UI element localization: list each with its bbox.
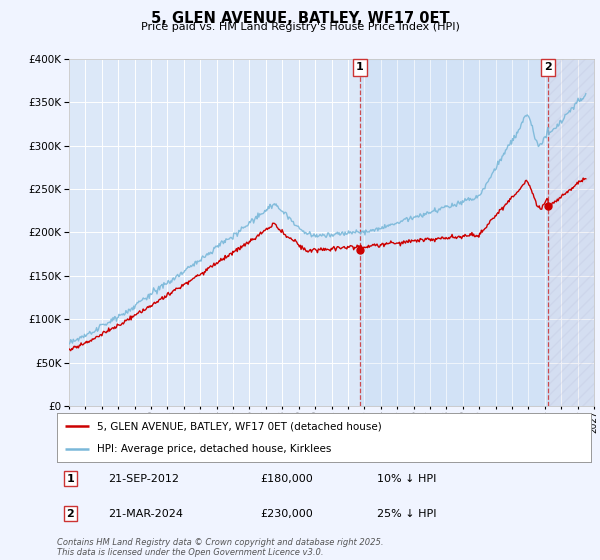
Text: £230,000: £230,000 bbox=[260, 508, 313, 519]
Text: 5, GLEN AVENUE, BATLEY, WF17 0ET: 5, GLEN AVENUE, BATLEY, WF17 0ET bbox=[151, 11, 449, 26]
Text: Contains HM Land Registry data © Crown copyright and database right 2025.
This d: Contains HM Land Registry data © Crown c… bbox=[57, 538, 383, 557]
Text: HPI: Average price, detached house, Kirklees: HPI: Average price, detached house, Kirk… bbox=[97, 444, 331, 454]
Text: 2: 2 bbox=[545, 63, 552, 72]
Text: 21-MAR-2024: 21-MAR-2024 bbox=[108, 508, 183, 519]
Text: 21-SEP-2012: 21-SEP-2012 bbox=[108, 474, 179, 484]
Text: 25% ↓ HPI: 25% ↓ HPI bbox=[377, 508, 437, 519]
Text: Price paid vs. HM Land Registry's House Price Index (HPI): Price paid vs. HM Land Registry's House … bbox=[140, 22, 460, 32]
Text: 5, GLEN AVENUE, BATLEY, WF17 0ET (detached house): 5, GLEN AVENUE, BATLEY, WF17 0ET (detach… bbox=[97, 421, 382, 431]
Text: 1: 1 bbox=[67, 474, 74, 484]
Bar bbox=[360, 59, 548, 406]
Text: 1: 1 bbox=[356, 63, 364, 72]
Bar bbox=[548, 59, 594, 406]
Text: £180,000: £180,000 bbox=[260, 474, 313, 484]
Text: 2: 2 bbox=[67, 508, 74, 519]
Text: 10% ↓ HPI: 10% ↓ HPI bbox=[377, 474, 437, 484]
